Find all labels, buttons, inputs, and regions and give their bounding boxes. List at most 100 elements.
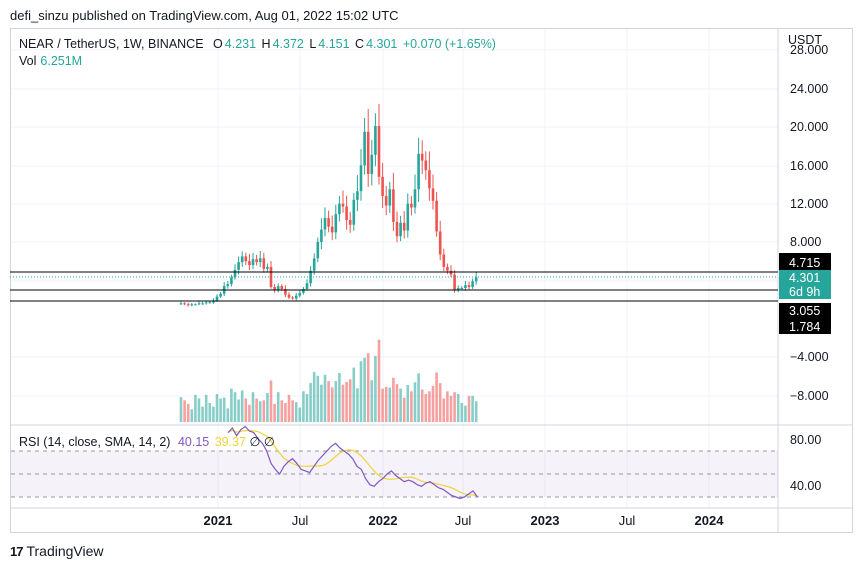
volume-bar xyxy=(276,392,280,422)
candle-body xyxy=(413,189,417,208)
candle-body xyxy=(262,258,266,269)
volume-bar xyxy=(334,381,338,422)
candle-body xyxy=(208,302,212,304)
volume-bar xyxy=(302,391,305,422)
candle-body xyxy=(395,221,399,237)
rsi-sma-value: 39.37 xyxy=(214,435,246,449)
volume-bar xyxy=(330,387,334,422)
candle-body xyxy=(219,293,222,297)
volume-bar xyxy=(287,394,291,422)
volume-legend[interactable]: Vol 6.251M xyxy=(19,54,82,68)
close-value: 4.301 xyxy=(366,37,398,51)
price-tag-label: 4.715 xyxy=(789,256,820,270)
symbol-title[interactable]: NEAR / TetherUS, 1W, BINANCE xyxy=(19,37,204,51)
volume-bar xyxy=(420,389,424,422)
candle-body xyxy=(370,154,374,174)
candle-body xyxy=(305,283,309,289)
volume-bar xyxy=(395,384,399,422)
candle-body xyxy=(363,131,366,166)
candle-body xyxy=(417,153,420,190)
candle-body xyxy=(399,222,402,237)
candle-body xyxy=(338,203,341,215)
volume-bar xyxy=(442,398,446,422)
candle-body xyxy=(248,261,251,265)
rsi-axis-label: 40.00 xyxy=(790,479,821,493)
rsi-na-2: ∅ xyxy=(263,435,275,449)
candle-body xyxy=(442,254,446,267)
currency-label[interactable]: USDT xyxy=(788,33,823,47)
rsi-value: 40.15 xyxy=(177,435,210,449)
candle-body xyxy=(276,286,280,290)
rsi-axis-label: 80.00 xyxy=(790,433,821,447)
volume-bar xyxy=(194,394,197,422)
volume-bar xyxy=(222,397,226,422)
volume-bar xyxy=(428,391,431,422)
price-tag-bg xyxy=(779,303,831,318)
volume-bar xyxy=(381,388,384,422)
candle-body xyxy=(323,218,327,230)
volume-bar xyxy=(446,391,449,422)
volume-bar xyxy=(226,408,230,422)
price-axis-label: 16.000 xyxy=(790,159,828,173)
candle-body xyxy=(420,153,424,161)
candle-body xyxy=(341,203,345,207)
candle-body xyxy=(410,203,413,208)
high-label: H xyxy=(261,37,271,51)
volume-bar xyxy=(240,390,244,422)
volume-bar xyxy=(212,406,215,422)
tradingview-brand[interactable]: 17 TradingView xyxy=(10,543,104,559)
candle-body xyxy=(194,304,197,306)
candle-body xyxy=(428,170,431,189)
symbol-legend[interactable]: NEAR / TetherUS, 1W, BINANCE O 4.231 H 4.3… xyxy=(19,37,498,51)
candle-body xyxy=(251,259,255,265)
volume-bar xyxy=(309,382,312,422)
volume-bar xyxy=(424,394,428,422)
rsi-sma-line xyxy=(227,429,478,497)
candle-body xyxy=(316,242,320,259)
volume-bar xyxy=(456,394,460,422)
volume-bar xyxy=(255,398,258,422)
volume-bar xyxy=(431,385,435,422)
price-axis-label: 20.000 xyxy=(790,120,828,134)
candle-body xyxy=(183,303,186,305)
candle-body xyxy=(438,231,442,255)
tradingview-logo-icon: 17 xyxy=(10,543,24,559)
volume-bar xyxy=(183,400,186,422)
volume-bar xyxy=(248,404,251,422)
chart-frame[interactable] xyxy=(10,28,853,533)
volume-bar xyxy=(190,409,194,422)
candle-body xyxy=(280,286,284,289)
volume-bar xyxy=(201,406,204,422)
volume-label: Vol xyxy=(19,54,37,68)
volume-bar xyxy=(363,357,366,422)
brand-name: TradingView xyxy=(26,543,104,559)
volume-bar xyxy=(345,382,348,422)
time-axis-label: Jul xyxy=(619,513,636,528)
price-axis-label: 8.000 xyxy=(790,235,821,249)
candle-body xyxy=(435,200,438,232)
volume-bar xyxy=(374,355,377,422)
volume-bar xyxy=(464,405,467,422)
volume-bar xyxy=(417,373,420,422)
rsi-line xyxy=(227,425,478,500)
volume-bar xyxy=(284,403,287,422)
volume-bar xyxy=(320,384,323,422)
volume-bar xyxy=(312,372,316,422)
volume-bar xyxy=(377,339,381,422)
volume-bar xyxy=(251,392,255,422)
candle-body xyxy=(327,218,330,227)
volume-bar xyxy=(244,398,248,422)
candle-body xyxy=(334,214,338,233)
volume-bar xyxy=(237,399,240,422)
volume-bar xyxy=(460,403,464,422)
volume-bar xyxy=(298,407,302,422)
volume-bar xyxy=(359,361,363,422)
candle-body xyxy=(302,288,305,293)
volume-bar xyxy=(215,394,219,422)
price-tag-bg xyxy=(779,318,831,334)
candle-body xyxy=(179,303,183,305)
price-axis-label: 24.000 xyxy=(790,82,828,96)
volume-bar xyxy=(474,401,478,422)
rsi-legend[interactable]: RSI (14, close, SMA, 14, 2) 40.15 39.37 … xyxy=(19,434,275,449)
